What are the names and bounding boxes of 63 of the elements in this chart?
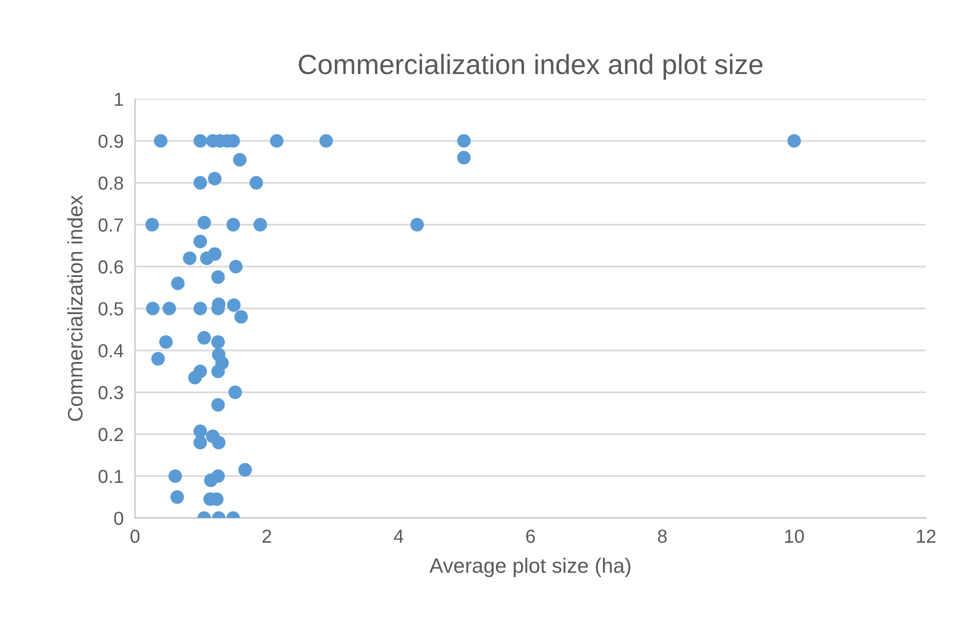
point: [145, 218, 159, 232]
y-axis-title: Commercialization index: [67, 195, 83, 421]
point: [208, 247, 222, 261]
x-tick-label: 12: [917, 530, 936, 543]
point: [182, 251, 196, 265]
point: [457, 134, 471, 148]
y-tick-label: 0: [114, 512, 124, 525]
point: [212, 436, 226, 450]
point: [193, 234, 208, 248]
y-tick-label: 0.5: [98, 302, 124, 316]
point: [787, 134, 801, 148]
point: [159, 335, 173, 349]
point: [193, 436, 208, 450]
point: [457, 150, 471, 164]
point: [410, 218, 424, 232]
point: [188, 370, 202, 384]
y-tick-label: 0.1: [98, 470, 123, 484]
x-axis-title: Average plot size (ha): [429, 558, 630, 578]
x-tick-label: 6: [526, 530, 535, 543]
x-tick-label: 8: [658, 530, 667, 543]
point: [233, 152, 247, 167]
y-tick-label: 0.2: [98, 428, 123, 442]
point: [193, 176, 208, 190]
point: [211, 398, 225, 412]
point: [270, 134, 284, 148]
point: [253, 218, 268, 232]
y-tick-label: 0.9: [98, 134, 124, 148]
point: [211, 364, 225, 378]
point: [229, 260, 243, 274]
point: [171, 276, 185, 290]
point: [227, 298, 241, 312]
point: [319, 134, 333, 148]
y-tick-label: 0.4: [98, 344, 124, 358]
y-tick-label: 0.7: [98, 218, 123, 232]
point: [204, 474, 218, 488]
x-tick-label: 4: [394, 530, 404, 543]
point: [168, 469, 182, 483]
point: [193, 134, 208, 148]
point: [208, 172, 222, 186]
point: [234, 310, 248, 324]
point: [154, 134, 168, 148]
point: [151, 352, 165, 366]
point: [250, 176, 264, 190]
y-tick-label: 0.3: [98, 386, 124, 400]
point: [211, 335, 225, 349]
point: [193, 424, 208, 438]
point: [228, 386, 242, 400]
point: [162, 302, 176, 316]
x-tick-label: 0: [130, 530, 140, 543]
y-tick-label: 0.8: [98, 176, 124, 190]
x-tick-label: 2: [262, 530, 272, 543]
point: [211, 270, 225, 284]
point: [146, 302, 160, 316]
point: [226, 218, 240, 232]
y-tick-label: 1: [114, 92, 123, 106]
point: [197, 216, 211, 230]
point: [170, 490, 184, 504]
chart-title: Commercialization index and plot size: [298, 54, 762, 80]
point: [197, 331, 211, 345]
y-tick-label: 0.6: [98, 260, 124, 274]
point: [193, 302, 208, 316]
point: [238, 463, 252, 477]
x-tick-label: 10: [785, 530, 804, 543]
